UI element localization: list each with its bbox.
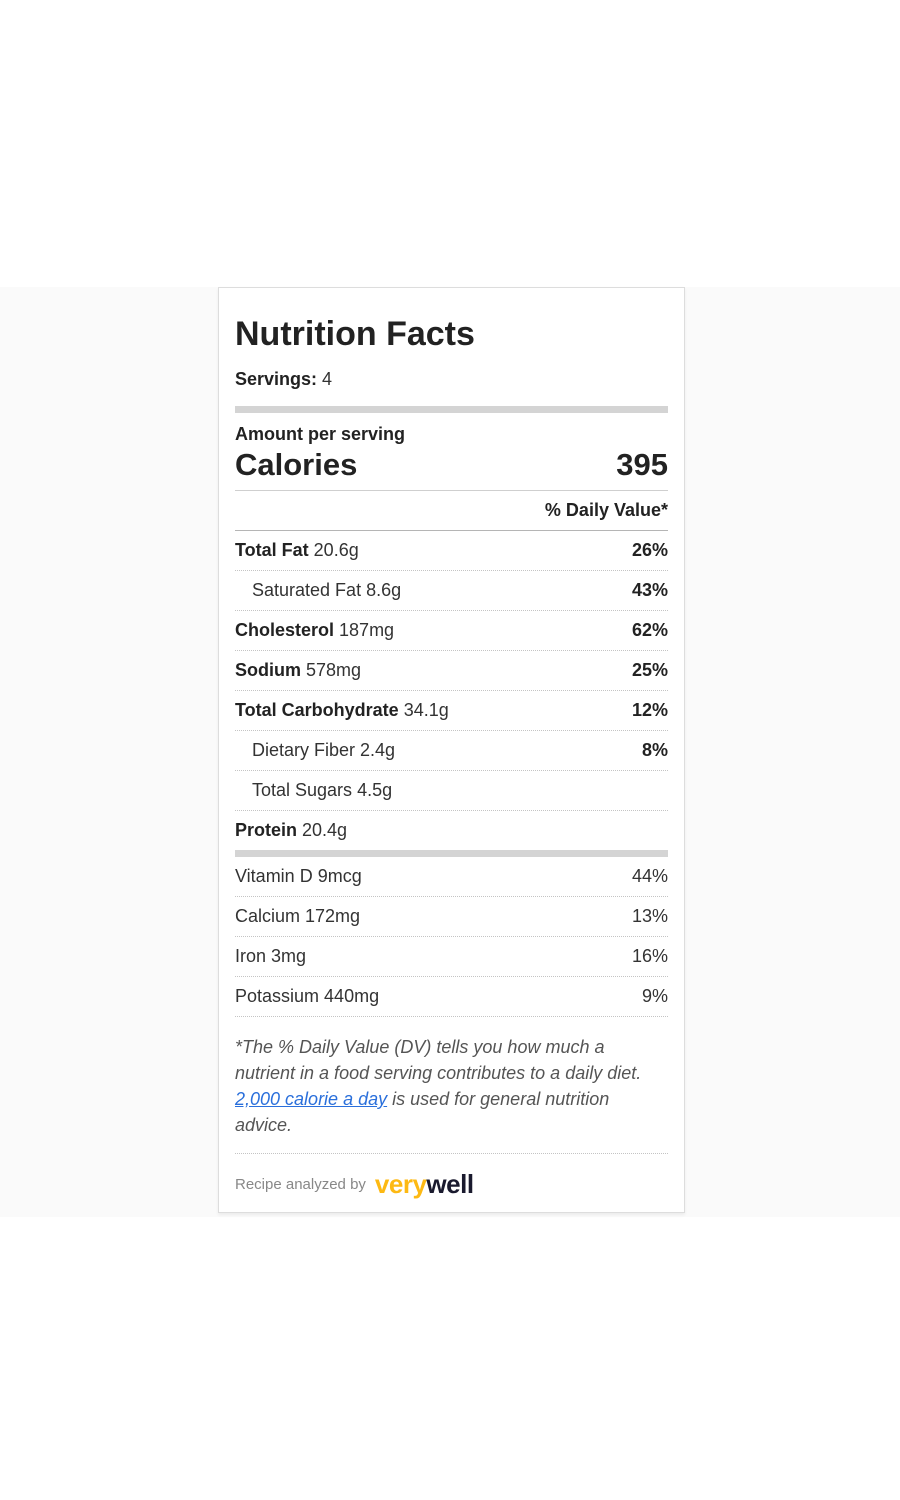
micronutrient-row-potassium: Potassium 440mg 9% — [235, 977, 668, 1017]
micronutrient-amount: 172mg — [305, 906, 361, 926]
attribution-line: Recipe analyzed by verywell — [235, 1169, 668, 1199]
nutrient-amount: 20.6g — [313, 540, 359, 560]
micronutrient-row-calcium: Calcium 172mg 13% — [235, 897, 668, 937]
nutrient-name: Saturated Fat — [252, 580, 362, 600]
nutrient-row-cholesterol: Cholesterol 187mg 62% — [235, 611, 668, 651]
footnote-text-before: *The % Daily Value (DV) tells you how mu… — [235, 1037, 642, 1083]
nutrient-amount: 34.1g — [403, 700, 449, 720]
nutrient-name: Total Sugars — [252, 780, 353, 800]
calories-value: 395 — [616, 447, 668, 482]
calories-label: Calories — [235, 447, 358, 482]
micronutrient-name: Calcium — [235, 906, 301, 926]
verywell-logo-well: well — [426, 1169, 474, 1199]
verywell-logo: verywell — [375, 1169, 474, 1199]
nutrient-dv: 26% — [631, 540, 668, 560]
nutrient-dv: 25% — [631, 660, 668, 680]
micronutrient-dv: 13% — [631, 906, 668, 926]
nutrient-row-saturated-fat: Saturated Fat 8.6g 43% — [235, 571, 668, 611]
nutrient-row-sodium: Sodium 578mg 25% — [235, 651, 668, 691]
micronutrient-name: Vitamin D — [235, 866, 313, 886]
daily-value-footnote: *The % Daily Value (DV) tells you how mu… — [235, 1034, 668, 1138]
micronutrient-name: Iron — [235, 946, 267, 966]
nutrient-amount: 20.4g — [302, 820, 348, 840]
servings-label: Servings: — [235, 369, 318, 389]
amount-per-serving-label: Amount per serving — [235, 424, 406, 444]
calorie-diet-link[interactable]: 2,000 calorie a day — [235, 1089, 388, 1109]
nutrition-facts-title: Nutrition Facts — [235, 315, 475, 353]
nutrient-amount: 4.5g — [357, 780, 393, 800]
nutrient-name: Dietary Fiber — [252, 740, 356, 760]
nutrient-row-dietary-fiber: Dietary Fiber 2.4g 8% — [235, 731, 668, 771]
nutrient-dv: 8% — [641, 740, 668, 760]
micronutrient-amount: 3mg — [271, 946, 307, 966]
nutrient-name: Protein — [235, 820, 298, 840]
footer-divider — [235, 1153, 668, 1154]
servings-value: 4 — [322, 369, 333, 389]
footnote-text-after: is used for general nutrition advice. — [235, 1089, 610, 1135]
attribution-prefix: Recipe analyzed by — [235, 1175, 366, 1193]
calories-row: Calories 395 — [235, 447, 668, 491]
nutrient-dv: 62% — [631, 620, 668, 640]
micronutrient-amount: 9mcg — [317, 866, 362, 886]
nutrient-name: Sodium — [235, 660, 301, 680]
micronutrient-name: Potassium — [235, 986, 320, 1006]
nutrient-row-total-carbohydrate: Total Carbohydrate 34.1g 12% — [235, 691, 668, 731]
thick-divider-top — [235, 406, 668, 413]
nutrient-amount: 2.4g — [360, 740, 396, 760]
daily-value-header: % Daily Value* — [235, 491, 668, 531]
nutrient-row-protein: Protein 20.4g — [235, 811, 668, 850]
micronutrient-row-vitamin-d: Vitamin D 9mcg 44% — [235, 857, 668, 897]
nutrient-row-total-fat: Total Fat 20.6g 26% — [235, 531, 668, 571]
nutrient-amount: 8.6g — [366, 580, 402, 600]
nutrient-dv: 43% — [631, 580, 668, 600]
servings-line: Servings: 4 — [235, 369, 668, 390]
micronutrient-dv: 44% — [631, 866, 668, 886]
nutrient-row-total-sugars: Total Sugars 4.5g — [235, 771, 668, 811]
nutrient-name: Total Carbohydrate — [235, 700, 399, 720]
nutrition-facts-card: Nutrition Facts Servings: 4 Amount per se… — [218, 287, 685, 1213]
nutrient-amount: 578mg — [306, 660, 362, 680]
micronutrient-dv: 16% — [631, 946, 668, 966]
nutrient-name: Cholesterol — [235, 620, 335, 640]
verywell-logo-very: very — [374, 1169, 427, 1199]
micronutrient-row-iron: Iron 3mg 16% — [235, 937, 668, 977]
nutrient-dv: 12% — [631, 700, 668, 720]
micronutrient-dv: 9% — [641, 986, 668, 1006]
nutrient-amount: 187mg — [339, 620, 395, 640]
micronutrient-amount: 440mg — [324, 986, 380, 1006]
thick-divider-bottom — [235, 850, 668, 857]
nutrient-name: Total Fat — [235, 540, 309, 560]
